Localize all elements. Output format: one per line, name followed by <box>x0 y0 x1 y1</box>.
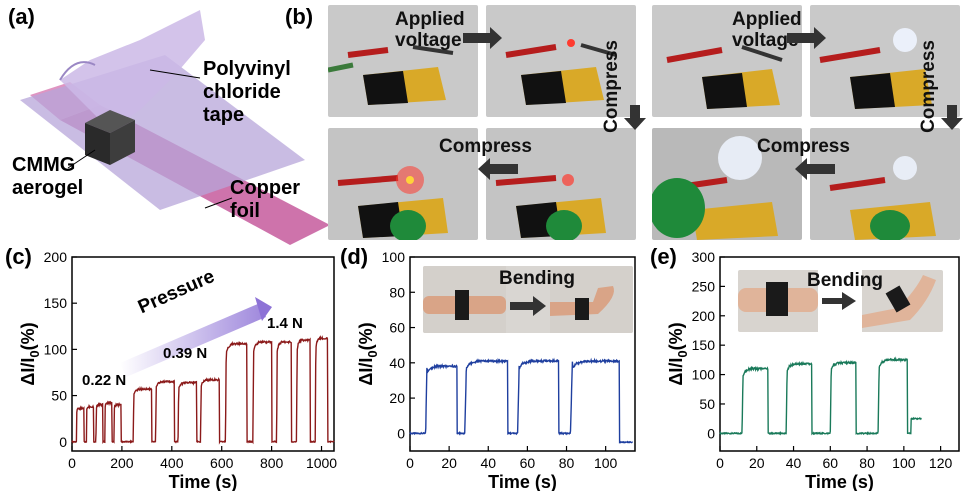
series-line <box>71 334 335 445</box>
y-tick-label: 80 <box>389 284 405 300</box>
x-tick-label: 80 <box>559 455 575 471</box>
plot-frame <box>71 256 335 452</box>
photo-red-on <box>486 5 636 117</box>
tape-leader <box>149 69 201 79</box>
y-axis-label: ΔI/I0(%) <box>18 322 42 385</box>
pressure-arrowhead-icon <box>255 297 272 321</box>
y-tick-label: 100 <box>382 249 406 265</box>
x-tick-label: 20 <box>749 455 765 471</box>
y-tick-label: 250 <box>692 278 716 294</box>
compress-right-bottom: Compress <box>757 136 850 157</box>
x-tick-label: 200 <box>110 455 134 471</box>
panel-d-label: (d) <box>340 244 369 269</box>
aerogel-right <box>110 120 135 165</box>
photo-red-compressed-bright <box>328 128 478 240</box>
series-line <box>719 356 922 436</box>
y-tick-label: 150 <box>44 295 68 311</box>
chart-d: 0 20 40 60 80 100 0 20 40 60 80 100 Time (s) ΔI/I0(%) <box>356 249 636 491</box>
x-tick-label: 600 <box>210 455 234 471</box>
aerogel-left <box>85 123 110 165</box>
arrow-down-icon <box>624 105 646 130</box>
applied-voltage-right: Applied voltage <box>732 9 802 51</box>
x-tick-label: 20 <box>441 455 457 471</box>
x-axis-label: Time (s) <box>805 472 874 491</box>
elbow-bending-photos <box>738 270 943 332</box>
x-tick-label: 100 <box>892 455 916 471</box>
device-schematic <box>20 10 330 245</box>
x-tick-label: 40 <box>480 455 496 471</box>
photo-red-off <box>328 5 478 117</box>
tape-fold <box>59 61 96 81</box>
arrow-right-icon <box>463 27 502 49</box>
panel-a-label: (a) <box>8 4 35 29</box>
wrist-bending-photos <box>423 266 633 333</box>
pvc-tape-top <box>60 10 205 130</box>
arrow-left-icon <box>795 158 835 180</box>
applied-voltage-left: Applied voltage <box>395 9 465 51</box>
x-tick-label: 1000 <box>306 455 337 471</box>
y-tick-label: 50 <box>699 396 715 412</box>
y-tick-label: 0 <box>707 425 715 441</box>
tape-callout: Polyvinyl chloride tape <box>203 58 291 126</box>
x-tick-label: 80 <box>859 455 875 471</box>
arrow-right-icon <box>822 292 856 310</box>
y-tick-label: 200 <box>692 308 716 324</box>
y-tick-label: 200 <box>44 249 68 265</box>
plot-frame <box>409 256 636 452</box>
x-tick-label: 0 <box>406 455 414 471</box>
y-tick-label: 150 <box>692 337 716 353</box>
foil-callout: Copper foil <box>230 177 300 222</box>
x-tick-label: 400 <box>160 455 184 471</box>
x-axis-label: Time (s) <box>169 472 238 491</box>
panel-b-arrows <box>463 27 963 180</box>
bending-label-d: Bending <box>499 268 575 289</box>
x-tick-label: 0 <box>68 455 76 471</box>
plot-frame <box>719 256 960 452</box>
y-tick-label: 60 <box>389 320 405 336</box>
panel-e-label: (e) <box>650 244 677 269</box>
chart-c: 0 200 400 600 800 1000 0 50 100 150 200 Time (s) ΔI/… <box>18 249 337 491</box>
y-axis-label: ΔI/I0(%) <box>666 322 690 385</box>
aerogel-callout: CMMG aerogel <box>12 154 84 199</box>
y-tick-label: 300 <box>692 249 716 265</box>
y-tick-label: 40 <box>389 355 405 371</box>
force-label-14: 1.4 N <box>267 315 303 332</box>
chart-e: 0 20 40 60 80 100 120 0 50 100 150 200 250 300 Time (s… <box>666 249 960 491</box>
x-tick-label: 60 <box>823 455 839 471</box>
arrow-down-icon <box>941 105 963 130</box>
y-tick-label: 50 <box>51 388 67 404</box>
x-tick-label: 120 <box>929 455 953 471</box>
y-tick-label: 0 <box>397 425 405 441</box>
arrow-right-icon <box>787 27 826 49</box>
aerogel-leader <box>67 149 96 169</box>
x-tick-label: 60 <box>520 455 536 471</box>
y-axis-label: ΔI/I0(%) <box>356 322 380 385</box>
force-label-022: 0.22 N <box>82 372 127 389</box>
arrow-left-icon <box>478 158 518 180</box>
foil-leader <box>204 197 233 209</box>
y-tick-label: 100 <box>692 367 716 383</box>
aerogel-top <box>85 110 135 133</box>
photo-white-off <box>652 5 802 117</box>
series-line <box>409 357 633 444</box>
x-axis-label: Time (s) <box>488 472 557 491</box>
x-tick-label: 0 <box>716 455 724 471</box>
x-tick-label: 800 <box>260 455 284 471</box>
y-tick-label: 100 <box>44 341 68 357</box>
panel-c-label: (c) <box>5 244 32 269</box>
compress-left-bottom: Compress <box>439 136 532 157</box>
force-label-039: 0.39 N <box>163 345 208 362</box>
pressure-arrow <box>120 303 266 377</box>
x-tick-label: 40 <box>786 455 802 471</box>
photo-white-compressed-bright <box>652 128 802 240</box>
panel-b-label: (b) <box>285 4 314 29</box>
photo-red-compressed <box>486 128 636 240</box>
photo-white-compressed <box>810 128 960 240</box>
arrow-right-icon <box>510 296 546 316</box>
photo-white-on <box>810 5 960 117</box>
y-tick-label: 20 <box>389 390 405 406</box>
bending-label-e: Bending <box>807 270 883 291</box>
x-tick-label: 100 <box>594 455 618 471</box>
y-tick-label: 0 <box>59 434 67 450</box>
